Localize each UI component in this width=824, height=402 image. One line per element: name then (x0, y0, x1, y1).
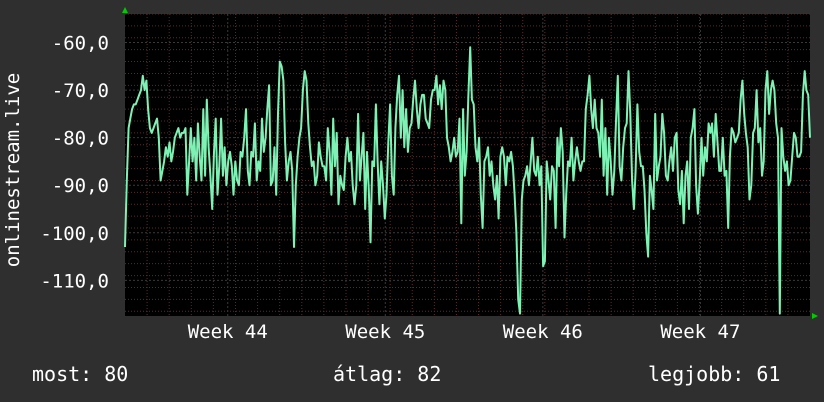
y-tick-label: -90,0 (52, 175, 109, 197)
y-tick-label: -60,0 (52, 33, 109, 55)
y-tick-label: -80,0 (52, 128, 109, 150)
x-tick-label: Week 47 (660, 321, 740, 343)
x-axis-arrow (812, 313, 818, 319)
x-tick-label: Week 46 (503, 321, 583, 343)
x-axis-ticks: Week 44 Week 45 Week 46 Week 47 (188, 321, 741, 343)
average-value-label: átlag: 82 (333, 362, 442, 386)
x-tick-label: Week 44 (188, 321, 268, 343)
y-axis-ticks: -60,0 -70,0 -80,0 -90,0 -100,0 -110,0 (40, 33, 109, 293)
best-value-label: legjobb: 61 (648, 362, 781, 386)
y-axis-arrow (122, 7, 128, 13)
series-line (124, 46, 811, 315)
y-axis-label: onlinestream.live (2, 73, 24, 267)
y-tick-label: -110,0 (40, 270, 109, 292)
y-tick-label: -70,0 (52, 80, 109, 102)
y-tick-label: -100,0 (40, 223, 109, 245)
current-value-label: most: 80 (32, 362, 129, 386)
x-tick-label: Week 45 (345, 321, 425, 343)
